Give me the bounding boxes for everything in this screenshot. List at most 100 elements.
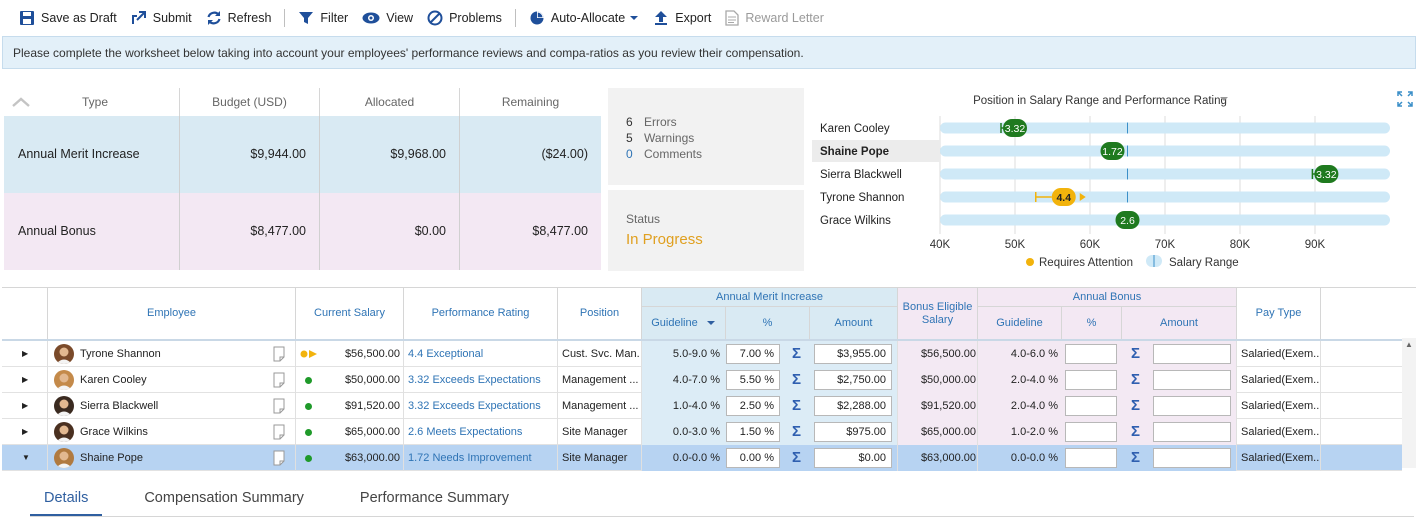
merit-pct-input[interactable]: 1.50 %: [726, 422, 780, 442]
merit-amount-input[interactable]: $3,955.00: [814, 344, 892, 364]
bonus-pct-input[interactable]: [1065, 396, 1117, 416]
bonus-pct-input[interactable]: [1065, 370, 1117, 390]
note-icon[interactable]: [273, 346, 285, 362]
performance-rating-link[interactable]: 1.72 Needs Improvement: [408, 452, 532, 464]
row-collapse-icon[interactable]: ▼: [22, 453, 30, 462]
sigma-icon[interactable]: Σ: [1131, 397, 1141, 414]
grid-header-merit-pct[interactable]: %: [726, 307, 810, 339]
chart-employee-label[interactable]: Grace Wilkins: [820, 215, 891, 227]
chart-employee-label[interactable]: Shaine Pope: [820, 146, 889, 158]
rating-point[interactable]: [1314, 165, 1339, 183]
merit-amount-input[interactable]: $975.00: [814, 422, 892, 442]
bonus-amount-input[interactable]: [1153, 344, 1231, 364]
budget-amount: $9,944.00: [180, 116, 320, 193]
scroll-up-arrow-icon[interactable]: ▲: [1405, 340, 1413, 349]
sort-descending-icon: [706, 321, 715, 325]
merit-pct-input[interactable]: 5.50 %: [726, 370, 780, 390]
chart-employee-label[interactable]: Sierra Blackwell: [820, 169, 902, 181]
note-icon[interactable]: [273, 398, 285, 414]
sigma-icon[interactable]: Σ: [1131, 345, 1141, 362]
sigma-icon[interactable]: Σ: [1131, 423, 1141, 440]
grid-header-current-salary[interactable]: Current Salary: [296, 288, 404, 339]
bonus-pct-input[interactable]: [1065, 448, 1117, 468]
grid-vertical-scrollbar[interactable]: ▲: [1402, 338, 1416, 468]
chart-employee-label[interactable]: Tyrone Shannon: [820, 192, 904, 204]
tab-details[interactable]: Details: [30, 484, 103, 516]
grid-header-employee[interactable]: Employee: [48, 288, 296, 339]
employee-name[interactable]: Sierra Blackwell: [80, 400, 159, 412]
grid-header-position[interactable]: Position: [558, 288, 642, 339]
bonus-pct-input[interactable]: [1065, 422, 1117, 442]
row-expand-icon[interactable]: ▶: [22, 349, 29, 358]
grid-header-bonus-guideline[interactable]: Guideline: [978, 307, 1062, 339]
grid-header-pay-type[interactable]: Pay Type: [1237, 288, 1321, 339]
table-row[interactable]: ▶ Grace Wilkins $65,000.00 2.6 Meets Expect…: [2, 419, 1402, 445]
note-icon[interactable]: [273, 450, 285, 466]
chart-title-dropdown-icon[interactable]: [1220, 97, 1228, 101]
rating-point[interactable]: [1051, 188, 1076, 206]
problems-panel: 6 Errors 5 Warnings 0 Comments: [608, 88, 804, 185]
merit-pct-input[interactable]: 2.50 %: [726, 396, 780, 416]
sigma-icon[interactable]: Σ: [792, 371, 802, 388]
save-draft-button[interactable]: Save as Draft: [12, 5, 124, 31]
bonus-amount-input[interactable]: [1153, 370, 1231, 390]
warnings-line[interactable]: 5 Warnings: [626, 130, 804, 146]
problems-button[interactable]: Problems: [420, 5, 509, 31]
employee-name[interactable]: Shaine Pope: [80, 452, 143, 464]
collapse-chevron-icon[interactable]: [12, 96, 30, 108]
errors-line[interactable]: 6 Errors: [626, 114, 804, 130]
view-button[interactable]: View: [355, 5, 420, 31]
rating-point[interactable]: [1003, 119, 1027, 137]
submit-button[interactable]: Submit: [124, 5, 199, 31]
employee-name[interactable]: Grace Wilkins: [80, 426, 148, 438]
auto-allocate-button[interactable]: Auto-Allocate: [522, 5, 646, 31]
chart-employee-label[interactable]: Karen Cooley: [820, 123, 890, 135]
comments-line[interactable]: 0 Comments: [626, 146, 804, 162]
performance-rating-link[interactable]: 2.6 Meets Expectations: [408, 426, 523, 438]
grid-header-bonus-eligible[interactable]: Bonus Eligible Salary: [898, 288, 978, 339]
grid-header-bonus-pct[interactable]: %: [1062, 307, 1122, 339]
performance-rating-link[interactable]: 4.4 Exceptional: [408, 348, 484, 360]
row-expand-icon[interactable]: ▶: [22, 375, 29, 384]
filter-button[interactable]: Filter: [291, 5, 355, 31]
export-button[interactable]: Export: [646, 5, 718, 31]
merit-amount-input[interactable]: $2,288.00: [814, 396, 892, 416]
sigma-icon[interactable]: Σ: [792, 449, 802, 466]
note-icon[interactable]: [273, 372, 285, 388]
sigma-icon[interactable]: Σ: [792, 345, 802, 362]
rating-point[interactable]: [1100, 142, 1125, 160]
grid-header-merit-amount[interactable]: Amount: [810, 307, 898, 339]
bonus-amount-input[interactable]: [1153, 396, 1231, 416]
refresh-button[interactable]: Refresh: [199, 5, 279, 31]
sigma-icon[interactable]: Σ: [1131, 449, 1141, 466]
row-expand-icon[interactable]: ▶: [22, 401, 29, 410]
table-row[interactable]: ▼ Shaine Pope $63,000.00 1.72 Needs Improve…: [2, 445, 1402, 471]
sigma-icon[interactable]: Σ: [792, 397, 802, 414]
table-row[interactable]: ▶ Tyrone Shannon $56,500.00 4.4 Exceptional…: [2, 341, 1402, 367]
merit-amount-input[interactable]: $2,750.00: [814, 370, 892, 390]
table-row[interactable]: ▶ Karen Cooley $50,000.00 3.32 Exceeds Expe…: [2, 367, 1402, 393]
bonus-amount-input[interactable]: [1153, 448, 1231, 468]
employee-name[interactable]: Karen Cooley: [80, 374, 147, 386]
sigma-icon[interactable]: Σ: [792, 423, 802, 440]
employee-name[interactable]: Tyrone Shannon: [80, 348, 161, 360]
bonus-amount-input[interactable]: [1153, 422, 1231, 442]
merit-amount-input[interactable]: $0.00: [814, 448, 892, 468]
rating-point[interactable]: [1115, 211, 1140, 229]
note-icon[interactable]: [273, 424, 285, 440]
performance-rating-link[interactable]: 3.32 Exceeds Expectations: [408, 400, 541, 412]
grid-header-performance-rating[interactable]: Performance Rating: [404, 288, 558, 339]
merit-pct-input[interactable]: 0.00 %: [726, 448, 780, 468]
table-row[interactable]: ▶ Sierra Blackwell $91,520.00 3.32 Exceeds …: [2, 393, 1402, 419]
bonus-pct-input[interactable]: [1065, 344, 1117, 364]
tab-performance-summary[interactable]: Performance Summary: [359, 490, 509, 506]
expand-chart-icon[interactable]: [1397, 91, 1413, 107]
grid-header-bonus-amount[interactable]: Amount: [1122, 307, 1237, 339]
merit-pct-input[interactable]: 7.00 %: [726, 344, 780, 364]
grid-header-merit-guideline[interactable]: Guideline: [642, 307, 726, 339]
performance-rating-link[interactable]: 3.32 Exceeds Expectations: [408, 374, 541, 386]
sigma-icon[interactable]: Σ: [1131, 371, 1141, 388]
row-expand-icon[interactable]: ▶: [22, 427, 29, 436]
reward-letter-button[interactable]: Reward Letter: [718, 5, 831, 31]
tab-compensation-summary[interactable]: Compensation Summary: [144, 490, 304, 506]
